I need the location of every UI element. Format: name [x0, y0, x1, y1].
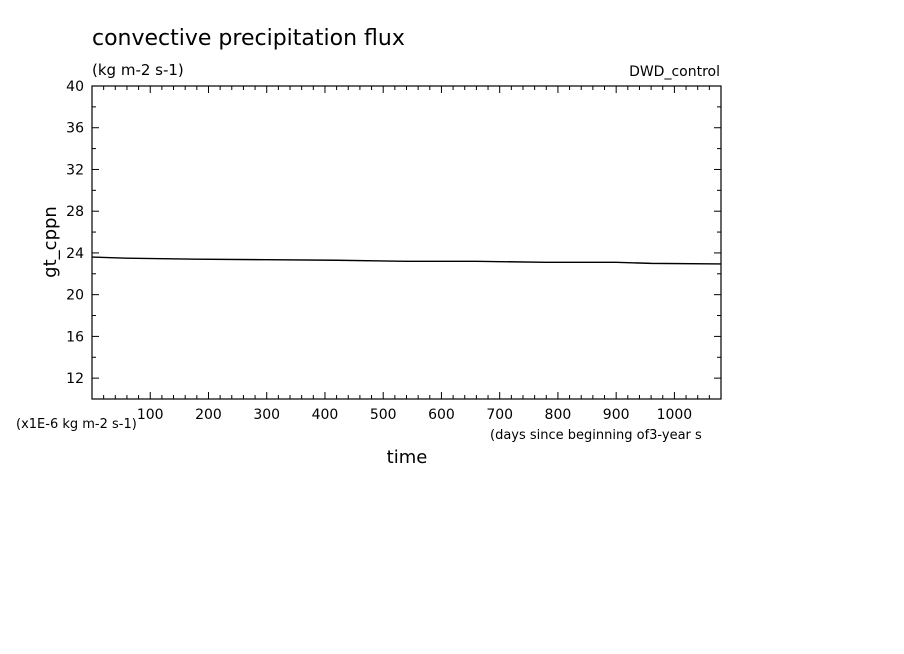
series-line	[91, 256, 722, 265]
x-axis-label: time	[387, 447, 428, 468]
x-tick-label: 300	[253, 407, 280, 423]
x-tick-label: 800	[545, 407, 572, 423]
x-tick-label: 100	[137, 407, 164, 423]
x-tick-label: 1000	[657, 407, 693, 423]
x-axis-ticks	[103, 86, 722, 399]
y-tick-label: 28	[66, 204, 84, 220]
y-axis-label: gt_cppn	[40, 206, 61, 278]
x-tick-label: 500	[370, 407, 397, 423]
chart-title: convective precipitation flux	[92, 26, 405, 51]
x-tick-label: 900	[603, 407, 630, 423]
y-unit-note: (x1E-6 kg m-2 s-1)	[16, 417, 137, 432]
y-tick-label: 32	[66, 162, 84, 178]
y-tick-label: 16	[66, 329, 84, 345]
x-tick-label: 400	[312, 407, 339, 423]
x-axis-tick-labels: 100 200 300 400 500 600 700 800 900 1000	[137, 407, 692, 423]
y-axis-ticks	[92, 85, 721, 400]
y-axis-tick-labels: 12 16 20 24 28 32 36 40	[66, 79, 84, 387]
x-tick-label: 700	[486, 407, 513, 423]
run-label: DWD_control	[629, 64, 720, 80]
y-tick-label: 12	[66, 371, 84, 387]
x-tick-label: 600	[428, 407, 455, 423]
chart-subtitle-units: (kg m-2 s-1)	[92, 61, 184, 79]
x-unit-note: (days since beginning of3-year s	[490, 428, 702, 443]
y-tick-label: 36	[66, 121, 84, 137]
y-tick-label: 40	[66, 79, 84, 95]
y-tick-label: 20	[66, 288, 84, 304]
y-tick-label: 24	[66, 246, 84, 262]
x-tick-label: 200	[195, 407, 222, 423]
plot-frame	[91, 85, 722, 400]
